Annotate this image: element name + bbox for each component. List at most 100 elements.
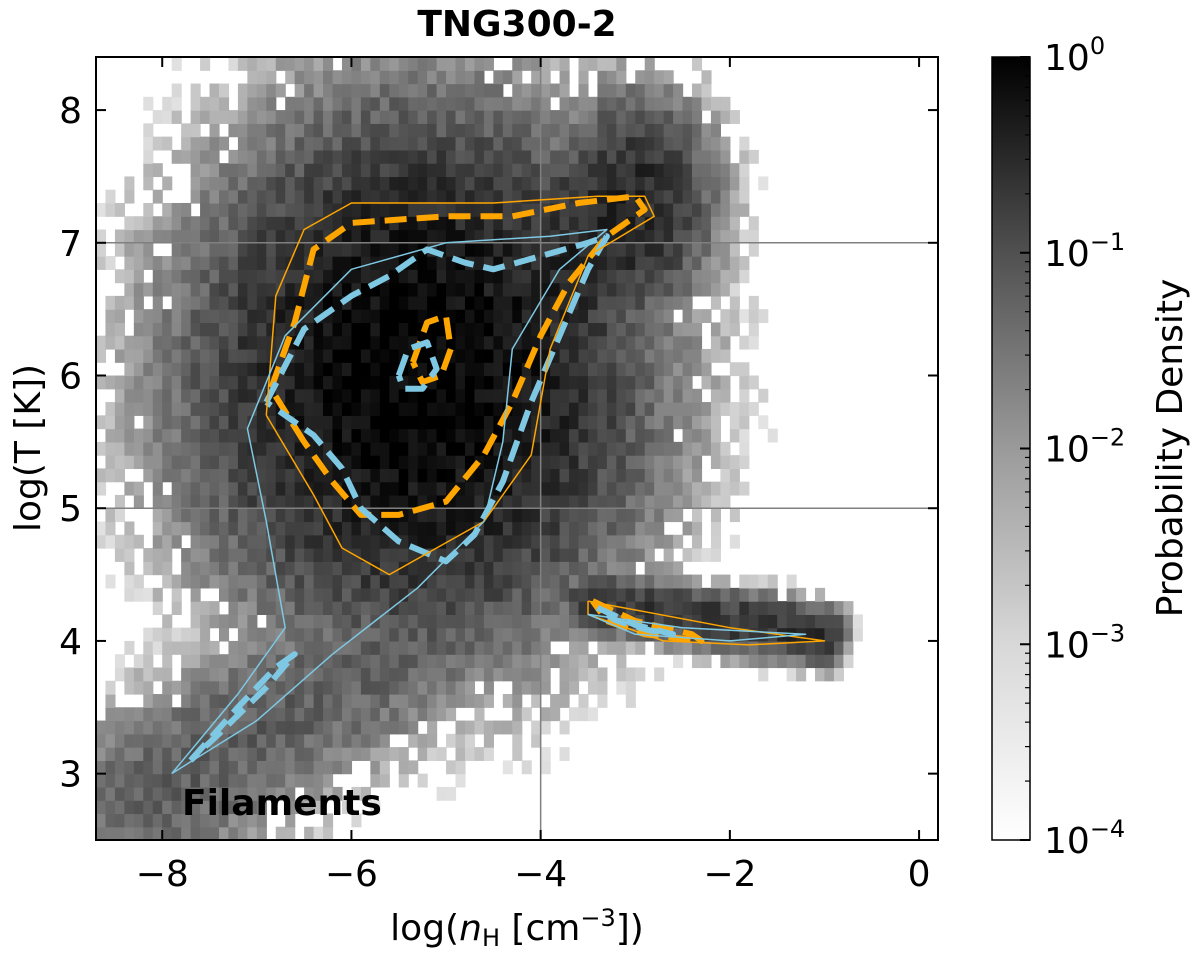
heatmap-bin (114, 242, 125, 257)
heatmap-bin (143, 229, 154, 244)
heatmap-bin (474, 747, 485, 761)
heatmap-bin (455, 720, 466, 735)
heatmap-bin (256, 335, 267, 350)
heatmap-bin (370, 242, 381, 257)
heatmap-bin (464, 149, 476, 164)
heatmap-bin (190, 242, 201, 257)
heatmap-bin (218, 176, 230, 191)
heatmap-bin (275, 441, 286, 456)
heatmap-bin (389, 640, 400, 655)
heatmap-bin (682, 216, 693, 231)
heatmap-bin (455, 110, 466, 124)
heatmap-bin (209, 149, 220, 164)
heatmap-bin (559, 680, 570, 695)
heatmap-bin (550, 309, 561, 324)
heatmap-bin (531, 640, 542, 655)
heatmap-bin (767, 574, 778, 589)
heatmap-bin (190, 813, 201, 828)
heatmap-bin (379, 70, 390, 85)
heatmap-bin (389, 57, 400, 58)
heatmap-bin (171, 494, 182, 509)
heatmap-bin (474, 282, 485, 297)
heatmap-bin (323, 176, 334, 191)
heatmap-bin (502, 362, 513, 377)
heatmap-bin (578, 601, 589, 615)
heatmap-bin (417, 441, 428, 456)
heatmap-bin (266, 309, 277, 324)
heatmap-bin (483, 189, 494, 204)
heatmap-bin (162, 415, 173, 430)
heatmap-bin (190, 627, 201, 642)
heatmap-bin (332, 335, 343, 350)
heatmap-bin (729, 176, 740, 191)
heatmap-bin (341, 176, 353, 191)
heatmap-bin (228, 640, 239, 655)
heatmap-bin (247, 335, 258, 350)
heatmap-bin (209, 601, 220, 615)
y-tick-label: 7 (59, 224, 82, 265)
heatmap-bin (493, 654, 504, 669)
heatmap-bin (446, 282, 457, 297)
heatmap-bin (332, 654, 343, 669)
heatmap-bin (408, 163, 419, 178)
heatmap-bin (247, 149, 258, 164)
heatmap-bin (474, 561, 485, 576)
heatmap-bin (625, 508, 636, 523)
heatmap-bin (682, 282, 693, 297)
heatmap-bin (209, 83, 220, 98)
heatmap-bin (341, 587, 353, 602)
heatmap-bin (256, 282, 267, 297)
heatmap-bin (313, 70, 324, 85)
heatmap-bin (436, 707, 447, 722)
heatmap-bin (408, 548, 419, 562)
heatmap-bin (266, 747, 277, 761)
heatmap-bin (748, 309, 759, 324)
heatmap-bin (275, 322, 286, 337)
heatmap-bin (228, 720, 239, 735)
heatmap-bin (313, 667, 324, 682)
heatmap-bin (569, 521, 580, 536)
heatmap-bin (351, 614, 362, 629)
heatmap-bin (663, 189, 674, 204)
heatmap-bin (379, 295, 390, 310)
heatmap-bin (209, 189, 220, 204)
heatmap-bin (285, 309, 296, 324)
heatmap-bin (323, 362, 334, 377)
heatmap-bin (663, 375, 674, 390)
heatmap-bin (833, 667, 844, 682)
heatmap-bin (464, 309, 476, 324)
heatmap-bin (133, 322, 144, 337)
heatmap-bin (569, 561, 580, 576)
heatmap-bin (389, 747, 400, 761)
heatmap-bin (171, 348, 182, 363)
heatmap-bin (124, 534, 135, 549)
heatmap-bin (512, 494, 523, 509)
heatmap-bin (436, 468, 447, 483)
heatmap-bin (739, 163, 750, 178)
heatmap-bin (171, 786, 182, 801)
heatmap-bin (181, 733, 192, 748)
heatmap-bin (796, 614, 807, 629)
heatmap-bin (474, 694, 485, 708)
heatmap-bin (408, 694, 419, 708)
heatmap-bin (228, 694, 239, 708)
heatmap-bin (266, 481, 277, 496)
heatmap-bin (247, 574, 258, 589)
heatmap-bin (114, 202, 125, 217)
heatmap-bin (597, 282, 608, 297)
heatmap-bin (379, 614, 390, 629)
heatmap-bin (569, 707, 580, 722)
heatmap-bin (294, 468, 305, 483)
heatmap-bin (285, 57, 296, 71)
heatmap-bin (332, 521, 343, 536)
heatmap-bin (531, 202, 542, 217)
heatmap-bin (114, 667, 125, 682)
heatmap-bin (360, 707, 371, 722)
heatmap-bin (644, 402, 655, 416)
heatmap-bin (417, 269, 428, 284)
heatmap-bin (285, 494, 296, 509)
heatmap-bin (256, 548, 267, 562)
heatmap-bin (635, 335, 646, 350)
heatmap-bin (710, 136, 721, 151)
heatmap-bin (446, 83, 457, 98)
